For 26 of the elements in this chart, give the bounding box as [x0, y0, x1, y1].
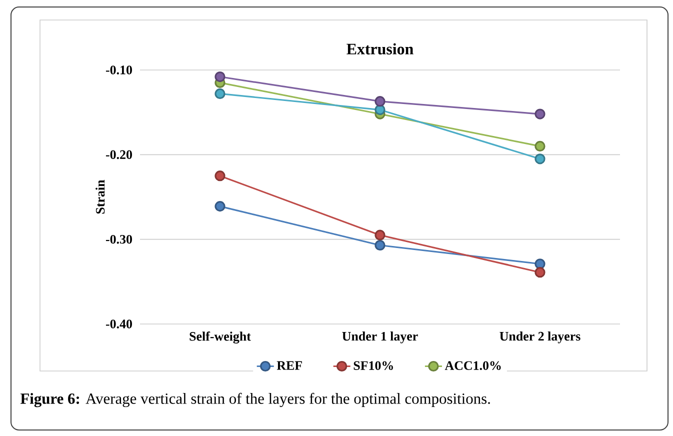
point — [214, 88, 226, 100]
y-tick-label: -0.30 — [106, 234, 132, 244]
text: Figure 6: Average vertical strain of the layers for the optimal compositions. — [20, 392, 490, 408]
y-tick-label: -0.40 — [106, 320, 132, 328]
y-tick-label: -0.10 — [106, 66, 132, 74]
point — [374, 230, 386, 240]
point — [214, 201, 226, 212]
point — [374, 104, 386, 116]
x-tick-label: Under 2 layers — [500, 332, 580, 344]
legend-label: SF10% — [354, 361, 393, 370]
y-tick-label: -0.20 — [106, 150, 132, 160]
point — [214, 71, 226, 82]
point — [214, 170, 226, 182]
point — [534, 258, 546, 270]
x-tick-label: Self-weight — [190, 332, 251, 344]
point — [374, 96, 386, 107]
point — [534, 140, 546, 152]
point — [374, 240, 386, 251]
x-tick-label: Under 1 layer — [342, 332, 418, 344]
point — [534, 267, 546, 278]
chart-title: Extrusion — [346, 43, 414, 54]
legend-label: REF — [276, 361, 302, 370]
point — [534, 108, 546, 120]
legend-label: ACC1.0% — [444, 361, 501, 370]
y-axis-title: Strain — [96, 180, 105, 214]
point — [534, 154, 546, 164]
